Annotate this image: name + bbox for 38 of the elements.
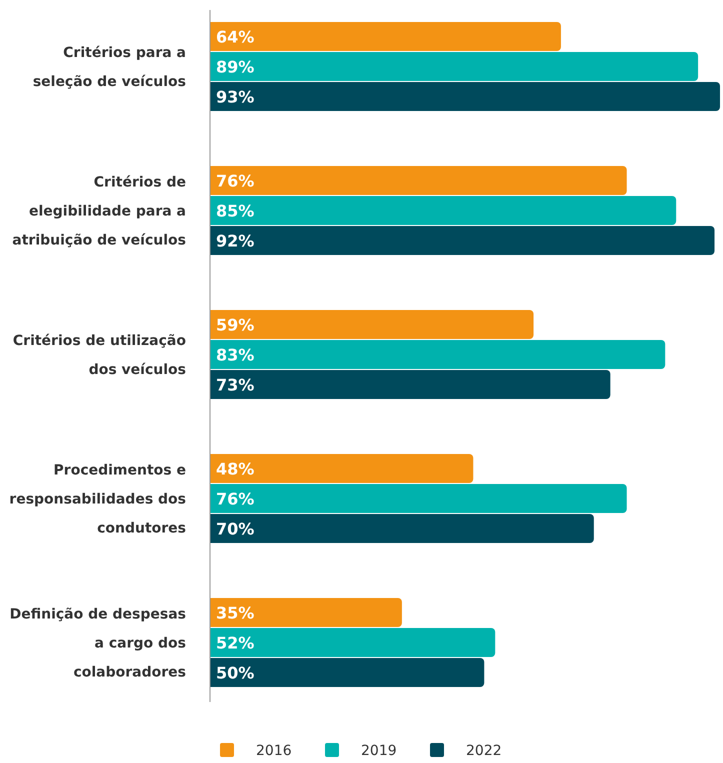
bar (210, 514, 594, 543)
data-label: 59% (216, 315, 254, 334)
y-tick-label: Procedimentos e responsabilidades dos condutores (9, 462, 186, 537)
bar (210, 340, 666, 369)
bar (210, 628, 496, 657)
y-tick-label: Critérios de elegibilidade para a atribuição de veículos (12, 174, 186, 249)
bar (210, 310, 534, 339)
data-label: 76% (216, 171, 254, 190)
bar (210, 484, 627, 513)
bar (210, 370, 610, 399)
bar (210, 454, 474, 483)
bar (210, 598, 402, 627)
bar (210, 166, 627, 195)
legend-label: 2016 (256, 743, 292, 760)
bar (210, 52, 698, 81)
data-label: 83% (216, 345, 254, 364)
bar (210, 82, 720, 111)
data-label: 64% (216, 27, 254, 46)
data-label: 48% (216, 459, 254, 478)
legend-label: 2019 (361, 743, 397, 760)
data-label: 92% (216, 231, 254, 250)
bar (210, 226, 715, 255)
data-label: 76% (216, 489, 254, 508)
data-label: 85% (216, 201, 254, 220)
y-tick-label: Definição de despesas a cargo dos colaboradores (10, 606, 186, 681)
bar (210, 196, 676, 225)
data-label: 93% (216, 87, 254, 106)
data-label: 35% (216, 603, 254, 622)
bar (210, 22, 561, 51)
bar (210, 658, 484, 687)
legend-label: 2022 (466, 743, 502, 760)
data-label: 52% (216, 633, 254, 652)
data-label: 73% (216, 375, 254, 394)
y-tick-label: Critérios para a seleção de veículos (32, 45, 186, 90)
data-label: 70% (216, 519, 254, 538)
data-label: 89% (216, 57, 254, 76)
data-label: 50% (216, 663, 254, 682)
y-tick-label: Critérios de utilização dos veículos (12, 333, 186, 378)
